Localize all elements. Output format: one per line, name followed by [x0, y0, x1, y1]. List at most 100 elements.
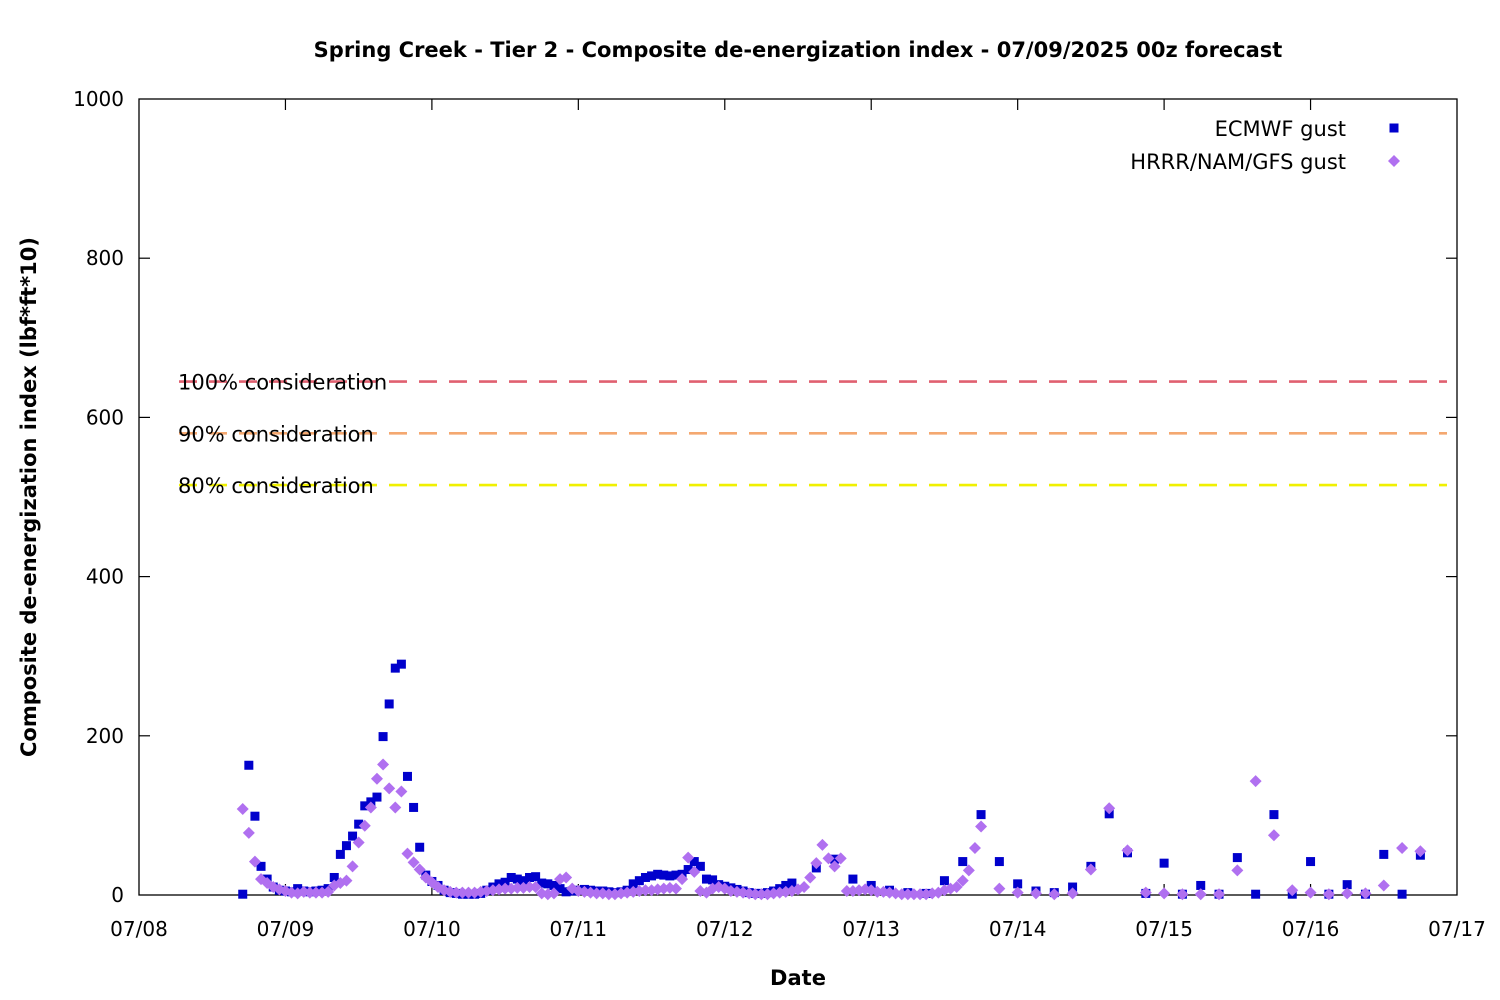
data-point [1414, 845, 1427, 858]
data-point [547, 887, 560, 900]
data-point [787, 878, 797, 888]
data-point [659, 870, 669, 880]
data-point [840, 885, 853, 898]
data-point [549, 880, 559, 890]
data-point [248, 855, 261, 868]
data-point [1066, 887, 1079, 900]
data-point [956, 874, 969, 887]
data-point [372, 792, 382, 802]
data-point [358, 819, 371, 832]
data-point [512, 874, 522, 884]
data-point [555, 884, 565, 894]
y-tick-label: 400 [86, 565, 124, 589]
data-point [506, 872, 516, 882]
data-point [1269, 810, 1279, 820]
data-point [1379, 849, 1389, 859]
data-point [993, 882, 1006, 895]
x-tick-label: 07/09 [257, 917, 315, 941]
data-point [939, 876, 949, 886]
data-point [500, 877, 510, 887]
data-point [834, 852, 847, 865]
data-point [561, 887, 571, 897]
data-point [407, 856, 420, 869]
y-tick-label: 200 [86, 724, 124, 748]
series-hrrr-nam-gfs-gust [236, 758, 1427, 901]
data-point [360, 801, 370, 811]
data-point [537, 878, 547, 888]
x-tick-label: 07/15 [1135, 917, 1193, 941]
data-point [462, 886, 475, 899]
y-axis-label: Composite de-energization index (lbf*ft*… [17, 237, 41, 757]
data-point [329, 872, 339, 882]
y-tick-label: 800 [86, 246, 124, 270]
data-point [590, 887, 603, 900]
x-tick-label: 07/14 [989, 917, 1047, 941]
data-point [1068, 882, 1078, 892]
threshold-label: 90% consideration [178, 422, 374, 446]
data-point [669, 882, 682, 895]
data-point [529, 881, 542, 894]
data-point [340, 874, 353, 887]
data-point [1249, 775, 1262, 788]
data-point [256, 861, 266, 871]
y-tick-label: 1000 [73, 87, 124, 111]
data-point [1322, 888, 1335, 901]
data-point [950, 881, 963, 894]
threshold-label: 100% consideration [178, 371, 387, 395]
data-point [602, 888, 615, 901]
data-point [415, 842, 425, 852]
data-point [1213, 888, 1226, 901]
axis-ticks: 07/08 07/09 07/10 07/11 07/12 07/13 07/14 07/15… [73, 87, 1486, 941]
data-point [1121, 844, 1134, 857]
data-point [695, 861, 705, 871]
data-point [639, 884, 652, 897]
data-point [895, 888, 908, 901]
x-tick-label: 07/12 [696, 917, 754, 941]
data-point [518, 876, 528, 886]
legend-label: HRRR/NAM/GFS gust [1130, 150, 1346, 174]
data-point [395, 785, 408, 798]
data-point [1232, 853, 1242, 863]
data-point [1286, 884, 1299, 897]
data-point [676, 873, 689, 886]
x-axis-label: Date [770, 966, 826, 990]
data-point [523, 881, 536, 894]
data-point [682, 851, 695, 864]
data-point [413, 863, 426, 876]
data-point [402, 771, 412, 781]
data-point [1397, 889, 1407, 899]
data-point [1251, 889, 1261, 899]
x-tick-label: 07/11 [550, 917, 608, 941]
data-point [303, 886, 316, 899]
data-point [1231, 864, 1244, 877]
data-point [456, 886, 469, 899]
data-points [236, 659, 1427, 901]
data-point [1341, 887, 1354, 900]
data-point [384, 699, 394, 709]
data-point [1103, 802, 1116, 815]
data-point [377, 758, 390, 771]
data-point [370, 772, 383, 785]
data-point [1084, 863, 1097, 876]
data-point [822, 852, 835, 865]
data-point [560, 871, 573, 884]
data-point [499, 882, 512, 895]
y-tick-label: 600 [86, 405, 124, 429]
threshold-lines: 100% consideration 90% consideration 80% c… [178, 371, 1447, 498]
data-point [755, 888, 768, 901]
data-point [907, 888, 920, 901]
data-point [901, 888, 914, 901]
data-point [1396, 842, 1409, 855]
data-point [781, 880, 791, 890]
data-point [1306, 857, 1316, 867]
data-point [1304, 886, 1317, 899]
data-point [389, 801, 402, 814]
data-point [409, 802, 419, 812]
data-point [531, 872, 541, 882]
data-point [354, 819, 364, 829]
data-point [994, 857, 1004, 867]
data-point [1158, 887, 1171, 900]
data-point [708, 875, 718, 885]
data-point [1013, 879, 1023, 889]
